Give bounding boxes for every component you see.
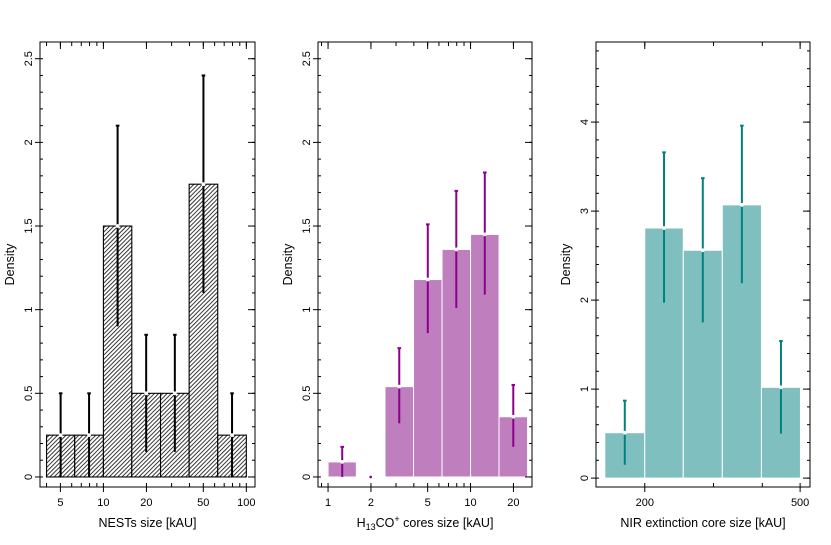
- x-axis-label: NESTs size [kAU]: [99, 516, 197, 530]
- bin-center-point: [700, 248, 705, 253]
- y-tick-label: 1.5: [23, 218, 35, 233]
- y-tick-label: 0.5: [23, 386, 35, 401]
- histogram-panel-nests: 5 10 20 50 100 0 0.5 1 1.5 2 2.5 NESTs size [kAU] De…: [3, 41, 256, 530]
- y-tick-label: 4: [579, 119, 591, 125]
- y-tick-label: 0.5: [301, 386, 313, 401]
- bin-center-point: [662, 226, 666, 230]
- y-axis-label: Density: [3, 243, 17, 285]
- x-axis-label: H13CO+ cores size [kAU]: [357, 514, 494, 532]
- y-tick-label: 1: [301, 307, 313, 313]
- bin-center-point: [58, 433, 63, 438]
- y-tick-label: 1: [23, 307, 35, 313]
- y-tick-label: 2: [23, 139, 35, 145]
- y-axis-label: Density: [559, 243, 573, 285]
- y-tick-label: 1.5: [301, 218, 313, 233]
- y-tick-label: 2: [579, 297, 591, 303]
- x-tick-label: 100: [237, 497, 255, 509]
- plot-frame: [39, 41, 256, 488]
- bin-center-point: [511, 414, 516, 419]
- x-tick-label: 10: [464, 497, 476, 509]
- y-tick-label: 0: [579, 475, 591, 481]
- bin-center-point: [779, 385, 783, 390]
- y-tick-label: 0: [23, 474, 35, 480]
- bin-center-point: [340, 460, 345, 464]
- bin-center-point: [230, 433, 234, 438]
- x-tick-label: 20: [140, 497, 152, 509]
- bin-center-point: [425, 277, 430, 282]
- bin-center-point: [144, 391, 149, 396]
- x-tick-label: 500: [791, 497, 809, 509]
- x-tick-label: 1: [325, 497, 331, 509]
- bin-center-point: [201, 182, 206, 187]
- bin-center-point: [622, 430, 627, 435]
- bin-center-point: [87, 433, 91, 438]
- bin-center-point: [115, 224, 120, 228]
- histogram-panel-h13co: 1 2 5 10 20 0 0.5 1 1.5 2 2.5 H13CO+ cores size [kA…: [281, 41, 533, 532]
- histogram-panel-nir: 200 500 0 1 2 3 4 NIR extinction core size [kAU…: [559, 41, 811, 530]
- y-tick-label: 2.5: [23, 51, 35, 66]
- bin-center-point: [482, 232, 487, 237]
- x-tick-label: 5: [425, 497, 431, 509]
- y-tick-label: 2.5: [301, 51, 313, 66]
- bin-center-point: [739, 202, 744, 207]
- y-tick-label: 1: [579, 386, 591, 392]
- x-tick-label: 5: [57, 497, 63, 509]
- x-tick-label: 10: [97, 497, 109, 509]
- y-axis-label: Density: [281, 243, 295, 285]
- x-tick-label: 50: [197, 497, 209, 509]
- bin-center-point: [172, 391, 177, 396]
- x-tick-label: 200: [636, 497, 654, 509]
- plot-frame: [317, 41, 533, 488]
- x-axis-label: NIR extinction core size [kAU]: [620, 516, 785, 530]
- bin-center-point: [454, 247, 459, 252]
- x-tick-label: 20: [507, 497, 519, 509]
- y-tick-label: 0: [301, 474, 313, 480]
- y-tick-label: 3: [579, 208, 591, 214]
- bin-center-point: [397, 384, 402, 389]
- y-tick-label: 2: [301, 139, 313, 145]
- bin-center-point: [369, 475, 372, 479]
- x-tick-label: 2: [368, 497, 374, 509]
